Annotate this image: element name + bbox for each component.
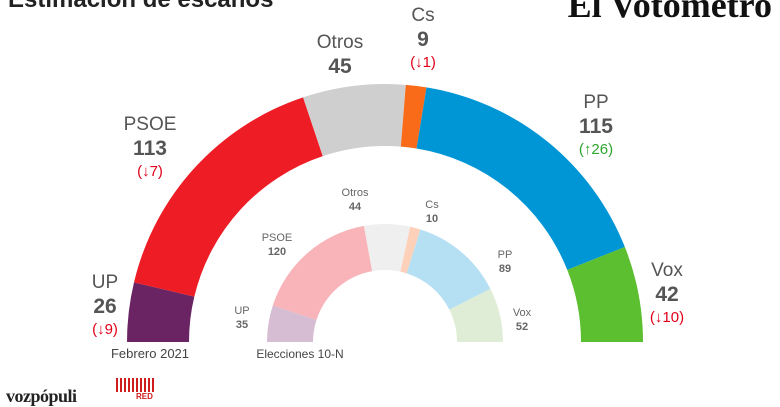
inner-slice-cs (400, 226, 421, 274)
outer-change-cs: (↓1) (410, 54, 436, 71)
page-title: Estimación de escaños (8, 0, 273, 14)
inner-seats-vox: 52 (516, 321, 528, 333)
outer-seats-otros: 45 (328, 55, 352, 78)
inner-seats-pp: 89 (499, 263, 511, 275)
inner-label-psoe: PSOE (262, 232, 293, 244)
inner-label-vox: Vox (513, 307, 532, 319)
outer-label-vox: Vox (651, 260, 683, 281)
inner-slice-vox (449, 288, 503, 342)
red-logo-text: RED (136, 392, 153, 401)
outer-change-vox: (↓10) (650, 309, 684, 326)
outer-slice-cs (400, 84, 427, 149)
outer-label-psoe: PSOE (124, 114, 177, 135)
inner-chart-caption: Elecciones 10-N (256, 347, 343, 361)
inner-label-otros: Otros (342, 187, 369, 199)
outer-change-psoe: (↓7) (137, 163, 163, 180)
vozpopuli-logo: vozpópuli (6, 386, 77, 406)
outer-slice-vox (567, 247, 643, 342)
inner-slice-up (267, 305, 317, 342)
outer-slice-otros (303, 84, 406, 157)
inner-label-cs: Cs (425, 199, 439, 211)
outer-seats-psoe: 113 (133, 137, 167, 160)
outer-label-otros: Otros (317, 32, 363, 53)
outer-seats-pp: 115 (579, 115, 613, 138)
inner-seats-otros: 44 (349, 201, 362, 213)
inner-seat-ring (267, 223, 503, 342)
inner-label-pp: PP (498, 249, 513, 261)
red-logo-bars (116, 378, 156, 392)
outer-seats-vox: 42 (655, 283, 678, 306)
outer-label-cs: Cs (411, 5, 434, 26)
inner-slice-pp (406, 229, 491, 310)
outer-seat-ring (127, 84, 643, 342)
outer-chart-caption: Febrero 2021 (111, 346, 189, 361)
outer-seats-cs: 9 (417, 28, 429, 51)
brand-logo: El Votómetro (567, 0, 772, 25)
inner-slice-otros (363, 223, 411, 272)
inner-slice-psoe (272, 225, 373, 320)
outer-slice-psoe (133, 97, 323, 297)
outer-change-pp: (↑26) (579, 141, 613, 158)
outer-labels: UP26(↓9)PSOE113(↓7)Otros45Cs9(↓1)PP115(↑… (92, 5, 684, 338)
outer-seats-up: 26 (93, 295, 116, 318)
outer-slice-up (127, 282, 195, 342)
outer-slice-pp (416, 87, 625, 270)
outer-label-pp: PP (583, 92, 608, 113)
inner-label-up: UP (234, 305, 249, 317)
inner-seats-cs: 10 (426, 213, 438, 225)
red-logo: RED (116, 378, 156, 405)
inner-labels: UP 35 PSOE 120 Otros 44 Cs 10 PP 89 Vox 52 (234, 187, 531, 333)
inner-seats-up: 35 (236, 319, 248, 331)
outer-label-up: UP (92, 272, 118, 293)
outer-change-up: (↓9) (92, 321, 118, 338)
inner-seats-psoe: 120 (268, 246, 286, 258)
